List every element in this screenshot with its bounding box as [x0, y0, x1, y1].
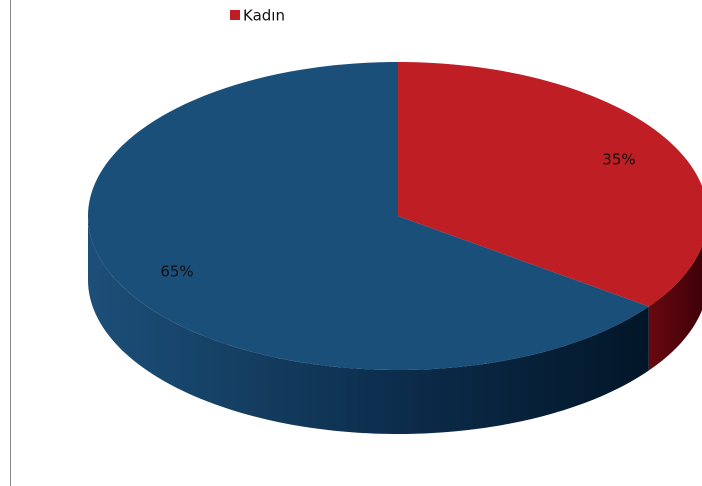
legend-swatch	[230, 10, 240, 20]
legend-label: Kadın	[243, 7, 285, 25]
data-label: 65%	[160, 262, 193, 280]
slice-side	[648, 246, 702, 371]
data-label: 35%	[602, 151, 635, 169]
slice	[398, 62, 702, 307]
slice	[88, 62, 649, 370]
slice-side	[88, 216, 649, 434]
